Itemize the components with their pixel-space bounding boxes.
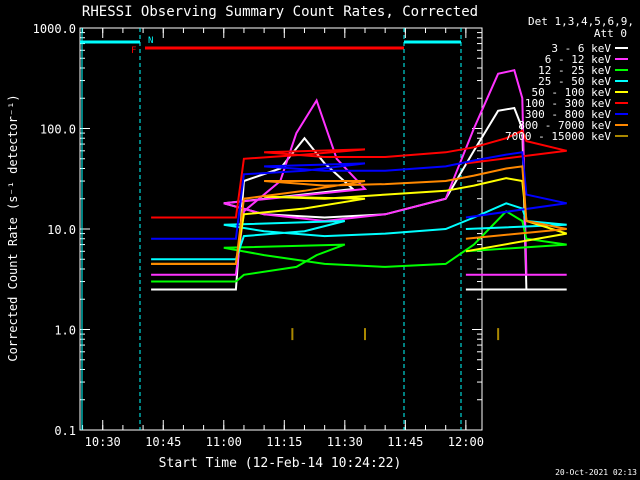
y-axis-label: Corrected Count Rate (s⁻¹ detector⁻¹) [6,94,20,361]
legend-entry-label: 50 - 100 keV [532,86,612,99]
series-line-6-12- [151,69,567,276]
legend-entry-label: 12 - 25 keV [538,64,611,77]
plot-area: 0.1 1.0 10.0 100.0 1000.0 10:30 10:45 11:00 11:1… [33,22,567,449]
series-line-25-50- [151,202,567,261]
series-line-800-7000- [151,165,567,265]
x-tick-label: 11:30 [327,435,363,449]
legend-entry-label: 3 - 6 keV [551,42,611,55]
y-tick-label: 0.1 [54,424,76,438]
legend-entry-label: 300 - 800 keV [525,108,611,121]
flare-flag-label: F [131,46,136,56]
x-tick-label: 12:00 [448,435,484,449]
series-line-300-800- [151,151,567,240]
legend-entry-label: 800 - 7000 keV [518,119,611,132]
x-tick-label: 10:30 [85,435,121,449]
series-line-100-300- [151,129,567,219]
x-axis-label: Start Time (12-Feb-14 10:24:22) [159,456,402,471]
series-line-50-100- [151,177,567,265]
series-line-12-25- [151,210,567,283]
x-tick-label: 10:45 [145,435,181,449]
night-flag-label: N [148,36,153,46]
legend-header-line2: Att 0 [594,27,627,40]
chart-title: RHESSI Observing Summary Count Rates, Co… [82,4,478,20]
y-tick-label: 100.0 [40,123,76,137]
legend-entry-label: 7000 - 15000 keV [505,130,611,143]
legend-entry-label: 25 - 50 keV [538,75,611,88]
legend-header-line1: Det 1,3,4,5,6,9, [528,15,634,28]
legend-entry-label: 6 - 12 keV [545,53,612,66]
y-tick-label: 1.0 [54,324,76,338]
plot-frame [79,27,483,431]
x-tick-label: 11:15 [266,435,302,449]
x-tick-label: 11:45 [387,435,423,449]
y-tick-label: 1000.0 [33,22,76,36]
x-tick-label: 11:00 [206,435,242,449]
timestamp: 20-Oct-2021 02:13 [555,468,637,477]
y-tick-label: 10.0 [47,223,76,237]
legend-entry-label: 100 - 300 keV [525,97,611,110]
